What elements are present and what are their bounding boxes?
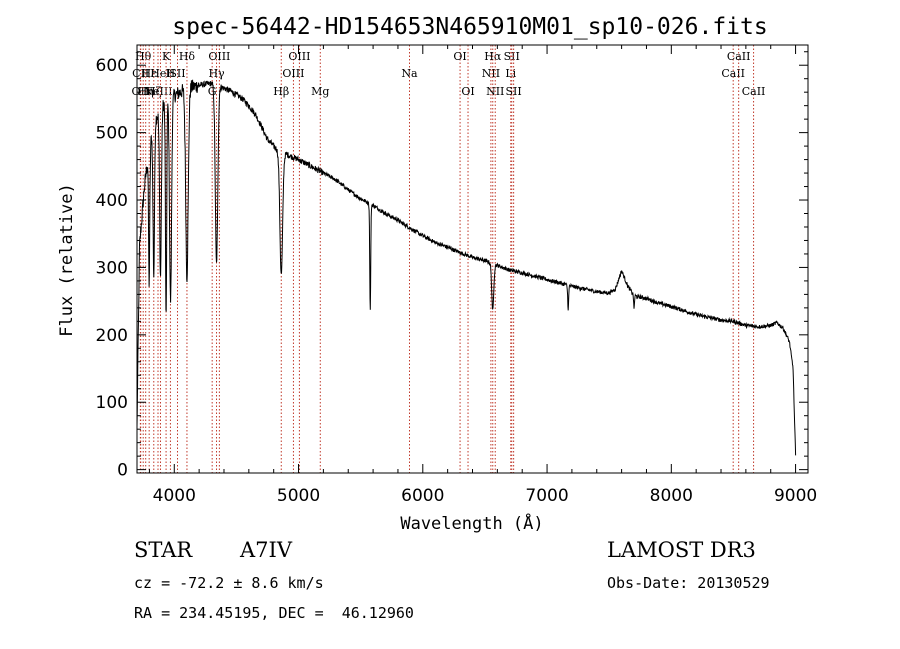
line-marker-label-19: Na <box>401 67 418 80</box>
x-tick-label-1: 5000 <box>277 486 320 506</box>
line-marker-label-24: NII <box>486 85 504 98</box>
line-marker-label-17: OIII <box>288 50 310 63</box>
line-marker-label-18: Mg <box>311 85 329 98</box>
y-tick-label-0: 0 <box>117 461 128 481</box>
y-tick-label-5: 500 <box>96 124 128 144</box>
y-axis-ticks: 0 100 200 300 400 500 600 <box>96 51 808 481</box>
line-marker-label-13: Hγ <box>208 67 225 80</box>
line-marker-label-22: NII <box>482 67 500 80</box>
spectral-class: A7IV <box>240 538 292 562</box>
line-marker-label-2: Hθ <box>135 50 152 63</box>
x-tick-label-4: 8000 <box>650 486 693 506</box>
flux-series-line <box>136 79 797 456</box>
line-marker-label-16: OIII <box>282 67 304 80</box>
line-marker-label-26: SII <box>504 50 520 63</box>
line-marker-label-20: OI <box>453 50 466 63</box>
line-marker-label-1: CII <box>132 67 149 80</box>
survey-name: LAMOST DR3 <box>607 538 756 562</box>
line-marker-label-6: NeIII <box>143 85 172 98</box>
object-type: STAR <box>134 538 193 562</box>
y-tick-label-6: 600 <box>96 56 128 76</box>
coordinates: RA = 234.45195, DEC = 46.12960 <box>134 604 414 622</box>
y-tick-label-3: 300 <box>96 258 128 278</box>
line-marker-label-23: Hα <box>484 50 502 63</box>
line-marker-label-27: SII <box>506 85 522 98</box>
line-marker-label-10: SII <box>169 67 185 80</box>
obs-date: Obs-Date: 20130529 <box>607 574 770 592</box>
line-marker-label-30: CaII <box>742 85 766 98</box>
line-marker-label-21: OI <box>461 85 474 98</box>
line-marker-label-29: CaII <box>727 50 751 63</box>
line-marker-label-3: Hη <box>138 85 154 98</box>
line-marker-label-28: CaII <box>721 67 745 80</box>
x-tick-label-0: 4000 <box>153 486 196 506</box>
line-marker-label-25: Li <box>505 67 516 80</box>
line-marker-label-4: Hε <box>142 67 158 80</box>
redshift-cz: cz = -72.2 ± 8.6 km/s <box>134 574 324 592</box>
line-marker-label-12: G <box>208 85 217 98</box>
y-axis-label: Flux (relative) <box>57 183 77 337</box>
x-tick-label-2: 6000 <box>401 486 444 506</box>
chart-title: spec-56442-HD154653N465910M01_sp10-026.f… <box>172 14 767 40</box>
x-axis-ticks: 4000 5000 6000 7000 8000 9000 <box>148 45 817 506</box>
spectrum-chart: spec-56442-HD154653N465910M01_sp10-026.f… <box>57 14 817 534</box>
line-marker-label-8: K <box>162 50 171 63</box>
line-marker-label-11: Hδ <box>179 50 196 63</box>
line-marker-label-15: Hβ <box>273 85 289 98</box>
x-tick-label-3: 7000 <box>525 486 568 506</box>
y-tick-label-1: 100 <box>96 393 128 413</box>
line-marker-label-14: OIII <box>208 50 230 63</box>
line-marker-layer: OIICIIHθHηHεHζNeIIIHeIKHSIIHδGHγOIIIHβOI… <box>131 45 765 473</box>
x-tick-label-5: 9000 <box>774 486 817 506</box>
line-marker-label-9: H <box>166 67 176 80</box>
y-tick-label-4: 400 <box>96 191 128 211</box>
y-tick-label-2: 200 <box>96 326 128 346</box>
x-axis-label: Wavelength (Å) <box>400 512 543 534</box>
